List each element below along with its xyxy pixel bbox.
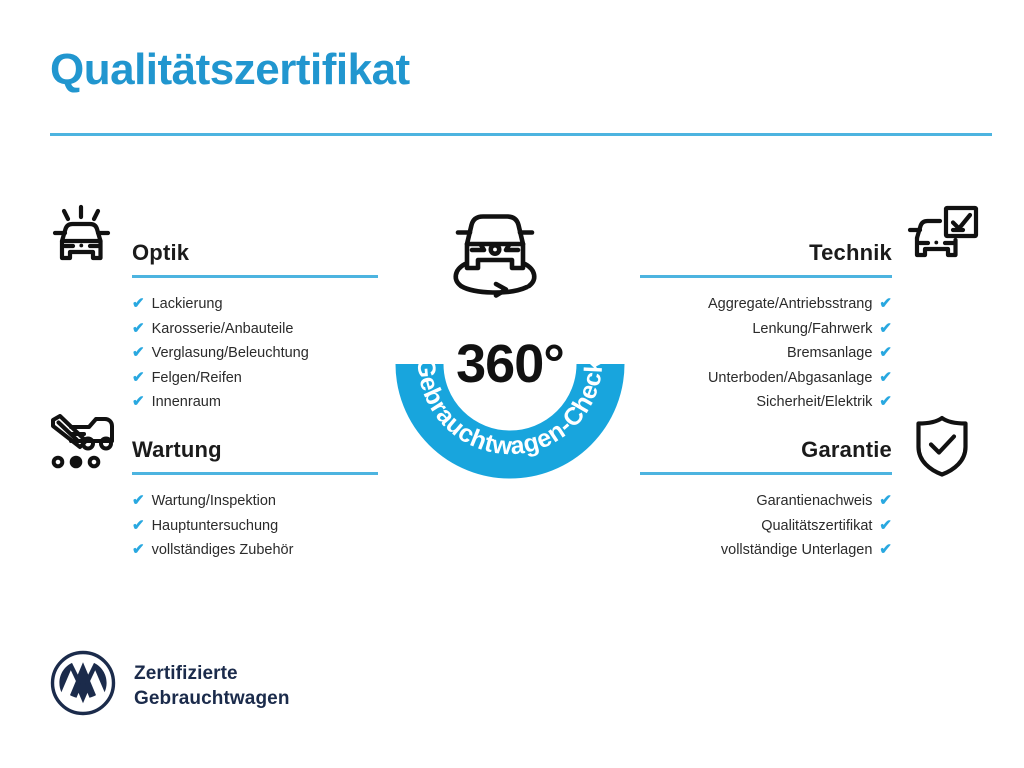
list-item-label: Garantienachweis — [756, 493, 873, 509]
section-wartung-list: ✔ Wartung/Inspektion ✔ Hauptuntersuchung ✔… — [132, 489, 378, 563]
section-technik: Technik Aggregate/Antriebsstrang ✔ Lenkun… — [640, 238, 892, 415]
list-item: Qualitätszertifikat ✔ — [640, 514, 892, 539]
header-divider — [50, 133, 992, 136]
check-icon: ✔ — [132, 492, 145, 509]
section-technik-header: Technik — [640, 238, 892, 278]
section-wartung-divider — [132, 472, 378, 475]
section-garantie-list: Garantienachweis ✔ Qualitätszertifikat ✔ v… — [640, 489, 892, 563]
list-item: Sicherheit/Elektrik ✔ — [640, 390, 892, 415]
list-item-label: Lackierung — [151, 296, 223, 312]
list-item: ✔ Karosserie/Anbauteile — [132, 317, 378, 342]
section-wartung-title: Wartung — [132, 437, 222, 462]
check-icon: ✔ — [132, 516, 145, 534]
list-item: ✔ Felgen/Reifen — [132, 366, 378, 391]
check-icon: ✔ — [132, 319, 145, 337]
section-wartung-header: Wartung — [132, 435, 378, 475]
list-item: Aggregate/Antriebsstrang ✔ — [640, 292, 892, 317]
check-icon: ✔ — [132, 344, 145, 361]
list-item: ✔ Verglasung/Beleuchtung — [132, 341, 378, 366]
list-item-label: vollständiges Zubehör — [151, 542, 294, 558]
list-item: ✔ Lackierung — [132, 292, 378, 317]
car-service-tool-icon — [46, 414, 118, 475]
section-optik-list: ✔ Lackierung ✔ Karosserie/Anbauteile ✔ Verg… — [132, 292, 378, 415]
list-item: ✔ Innenraum — [132, 390, 378, 415]
check-icon: ✔ — [879, 368, 892, 386]
check-icon: ✔ — [879, 516, 892, 534]
list-item-label: Innenraum — [151, 394, 221, 410]
check-icon: ✔ — [132, 393, 145, 410]
car-rotate-icon — [453, 214, 537, 298]
car-checkbox-icon — [906, 204, 980, 273]
section-optik-title: Optik — [132, 240, 190, 265]
list-item-label: Aggregate/Antriebsstrang — [707, 296, 873, 312]
brand-line-1: Zertifizierte — [134, 662, 238, 684]
section-optik: Optik ✔ Lackierung ✔ Karosserie/Anbauteile… — [132, 238, 378, 415]
list-item-label: Lenkung/Fahrwerk — [752, 320, 873, 337]
section-technik-title: Technik — [809, 240, 892, 265]
list-item-label: Wartung/Inspektion — [151, 493, 276, 509]
list-item-label: Verglasung/Beleuchtung — [151, 345, 309, 361]
list-item-label: Qualitätszertifikat — [761, 517, 873, 534]
section-garantie: Garantie Garantienachweis ✔ Qualitätszert… — [640, 435, 892, 563]
check-icon: ✔ — [879, 492, 892, 509]
brand-line-2: Gebrauchtwagen — [134, 687, 290, 709]
section-optik-divider — [132, 275, 378, 278]
list-item-label: Sicherheit/Elektrik — [756, 394, 873, 410]
check-icon: ✔ — [132, 368, 145, 386]
section-garantie-title: Garantie — [801, 437, 892, 462]
check-icon: ✔ — [879, 344, 892, 361]
list-item: Bremsanlage ✔ — [640, 341, 892, 366]
list-item: ✔ Wartung/Inspektion — [132, 489, 378, 514]
check-icon: ✔ — [132, 541, 145, 558]
check-icon: ✔ — [879, 295, 892, 312]
list-item: Garantienachweis ✔ — [640, 489, 892, 514]
car-shine-icon — [48, 204, 116, 275]
list-item: Lenkung/Fahrwerk ✔ — [640, 317, 892, 342]
shield-check-icon — [912, 414, 972, 483]
list-item-label: vollständige Unterlagen — [720, 542, 873, 558]
list-item-label: Felgen/Reifen — [151, 369, 242, 386]
list-item: ✔ Hauptuntersuchung — [132, 514, 378, 539]
list-item: vollständige Unterlagen ✔ — [640, 538, 892, 563]
brand-text: Zertifizierte Gebrauchtwagen — [134, 661, 290, 711]
vw-logo — [50, 650, 116, 721]
badge-center-label: 360° — [456, 334, 564, 394]
section-optik-header: Optik — [132, 238, 378, 278]
check-icon: ✔ — [879, 393, 892, 410]
section-garantie-header: Garantie — [640, 435, 892, 475]
section-garantie-divider — [640, 472, 892, 475]
list-item-label: Unterboden/Abgasanlage — [707, 369, 873, 386]
section-technik-divider — [640, 275, 892, 278]
check-icon: ✔ — [132, 295, 145, 312]
list-item-label: Bremsanlage — [786, 345, 873, 361]
section-technik-list: Aggregate/Antriebsstrang ✔ Lenkung/Fahrwe… — [640, 292, 892, 415]
list-item: Unterboden/Abgasanlage ✔ — [640, 366, 892, 391]
list-item: ✔ vollständiges Zubehör — [132, 538, 378, 563]
list-item-label: Hauptuntersuchung — [151, 517, 279, 534]
list-item-label: Karosserie/Anbauteile — [151, 320, 294, 337]
gebrauchtwagen-check-badge: Gebrauchtwagen-Check 360° — [378, 192, 642, 488]
section-wartung: Wartung ✔ Wartung/Inspektion ✔ Hauptunters… — [132, 435, 378, 563]
footer-brand: Zertifizierte Gebrauchtwagen — [50, 650, 290, 721]
page-title: Qualitätszertifikat — [50, 45, 410, 94]
check-icon: ✔ — [879, 541, 892, 558]
check-icon: ✔ — [879, 319, 892, 337]
